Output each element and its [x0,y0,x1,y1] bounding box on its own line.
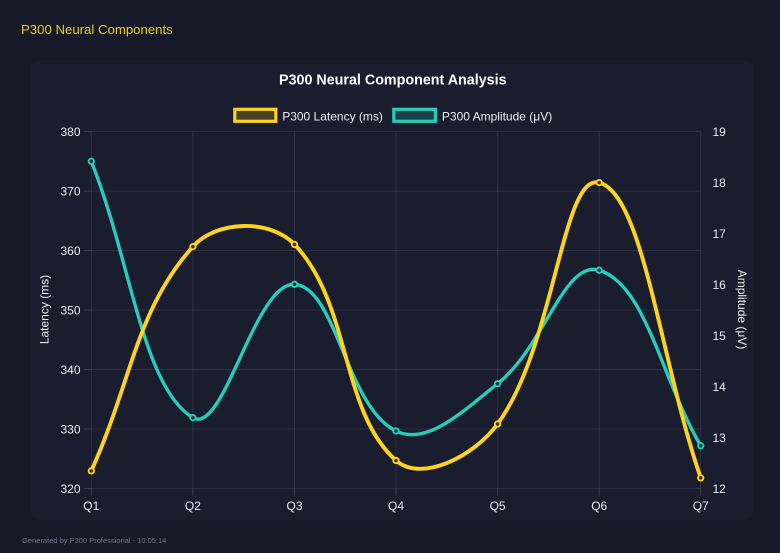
svg-text:17: 17 [713,227,727,241]
svg-text:360: 360 [60,244,80,258]
svg-text:330: 330 [60,422,80,436]
svg-text:Q6: Q6 [591,499,607,513]
svg-text:Q7: Q7 [693,499,709,513]
svg-text:380: 380 [60,125,80,139]
svg-text:19: 19 [713,125,727,139]
svg-text:P300 Latency (ms): P300 Latency (ms) [282,109,383,123]
svg-text:P300 Neural Component Analysis: P300 Neural Component Analysis [279,72,507,88]
svg-text:12: 12 [713,482,727,496]
svg-text:320: 320 [60,482,80,496]
svg-text:Latency (ms): Latency (ms) [38,275,52,344]
svg-text:350: 350 [60,303,80,317]
svg-text:Q1: Q1 [83,499,99,513]
svg-text:Q4: Q4 [388,499,404,513]
svg-text:Amplitude (μV): Amplitude (μV) [735,270,749,350]
svg-text:Q2: Q2 [185,499,201,513]
svg-text:16: 16 [713,278,727,292]
svg-text:Q5: Q5 [490,499,506,513]
svg-text:13: 13 [713,431,727,445]
svg-text:Q3: Q3 [286,499,302,513]
svg-text:P300 Amplitude (μV): P300 Amplitude (μV) [442,109,552,123]
svg-text:18: 18 [713,176,727,190]
svg-text:14: 14 [713,380,727,394]
svg-text:P300 Neural Components: P300 Neural Components [21,22,173,37]
svg-text:Generated by P300 Professional: Generated by P300 Professional - 10:05:1… [22,536,166,545]
svg-text:370: 370 [60,184,80,198]
svg-text:15: 15 [713,329,727,343]
svg-text:340: 340 [60,363,80,377]
